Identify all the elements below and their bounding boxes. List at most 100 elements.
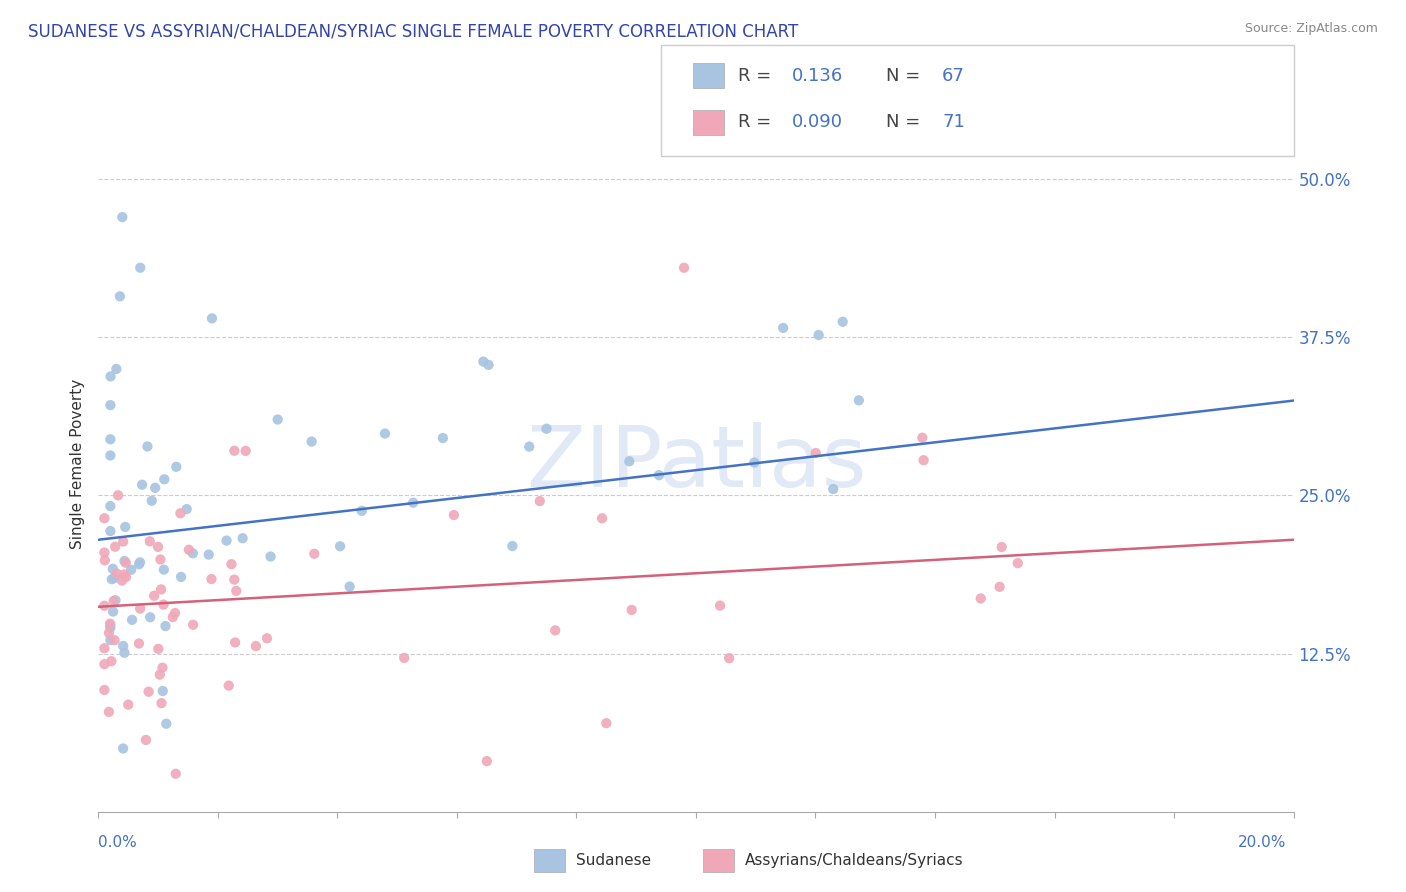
Point [97,626,120,640]
Text: 0.136: 0.136 [792,67,842,85]
Text: R =: R = [738,113,778,131]
Point [443,508,465,522]
Point [197,548,219,562]
Point [529,494,551,508]
Point [911,431,934,445]
Point [146,540,169,554]
Point [200,572,222,586]
Point [105,566,128,581]
Point [329,539,352,553]
Point [718,651,741,665]
Point [129,260,152,275]
Point [100,633,122,648]
Point [807,328,830,343]
Point [181,546,204,560]
Text: N =: N = [886,113,925,131]
Point [101,605,124,619]
Point [93,545,115,559]
Point [591,511,613,525]
Point [128,558,150,572]
Point [112,567,135,582]
Point [170,570,193,584]
Point [100,398,122,412]
Point [402,496,425,510]
Point [988,580,1011,594]
Point [673,260,696,275]
Text: SUDANESE VS ASSYRIAN/CHALDEAN/SYRIAC SINGLE FEMALE POVERTY CORRELATION CHART: SUDANESE VS ASSYRIAN/CHALDEAN/SYRIAC SIN… [28,22,799,40]
Point [339,580,361,594]
Point [152,661,174,675]
Point [143,589,166,603]
Point [100,433,122,447]
Point [93,511,115,525]
Point [107,488,129,502]
Point [595,716,617,731]
Point [129,555,152,569]
Point [224,443,246,458]
Point [98,616,121,631]
Point [101,572,124,586]
Point [115,570,138,584]
Point [224,573,246,587]
Point [153,472,176,486]
Point [301,434,323,449]
Point [148,641,170,656]
Point [304,547,326,561]
Point [114,554,136,568]
Point [218,679,240,693]
Point [477,358,499,372]
Point [100,618,122,632]
Point [804,446,827,460]
Point [114,646,136,660]
Text: 0.0%: 0.0% [98,836,138,850]
Point [112,639,135,653]
Point [475,754,498,768]
Point [103,571,125,585]
Point [141,493,163,508]
Point [245,639,267,653]
Point [97,705,120,719]
Point [121,613,143,627]
Point [105,362,128,376]
Point [103,594,125,608]
Text: 0.090: 0.090 [792,113,842,131]
Point [117,698,139,712]
Point [143,481,166,495]
Point [259,549,281,564]
Text: 67: 67 [942,67,965,85]
Point [112,534,135,549]
Point [93,641,115,656]
Point [235,443,257,458]
Text: Assyrians/Chaldeans/Syriacs: Assyrians/Chaldeans/Syriacs [745,854,963,868]
Text: 20.0%: 20.0% [1239,836,1286,850]
Point [101,562,124,576]
Point [149,552,172,566]
Point [374,426,396,441]
Point [139,534,162,549]
Point [215,533,238,548]
Point [823,482,845,496]
Point [162,610,184,624]
Point [350,504,373,518]
Point [150,582,173,597]
Point [131,477,153,491]
Point [155,619,177,633]
Point [93,683,115,698]
Text: R =: R = [738,67,778,85]
Point [100,621,122,635]
Point [619,454,641,468]
Point [100,654,122,668]
Point [432,431,454,445]
Point [256,632,278,646]
Point [155,716,177,731]
Point [501,539,523,553]
Point [224,635,246,649]
Text: ZIPatlas: ZIPatlas [526,422,866,506]
Text: Source: ZipAtlas.com: Source: ZipAtlas.com [1244,22,1378,36]
Point [104,633,127,648]
Point [136,440,159,454]
Point [93,599,115,613]
Point [165,766,187,780]
Point [392,651,415,665]
Point [1007,556,1029,570]
